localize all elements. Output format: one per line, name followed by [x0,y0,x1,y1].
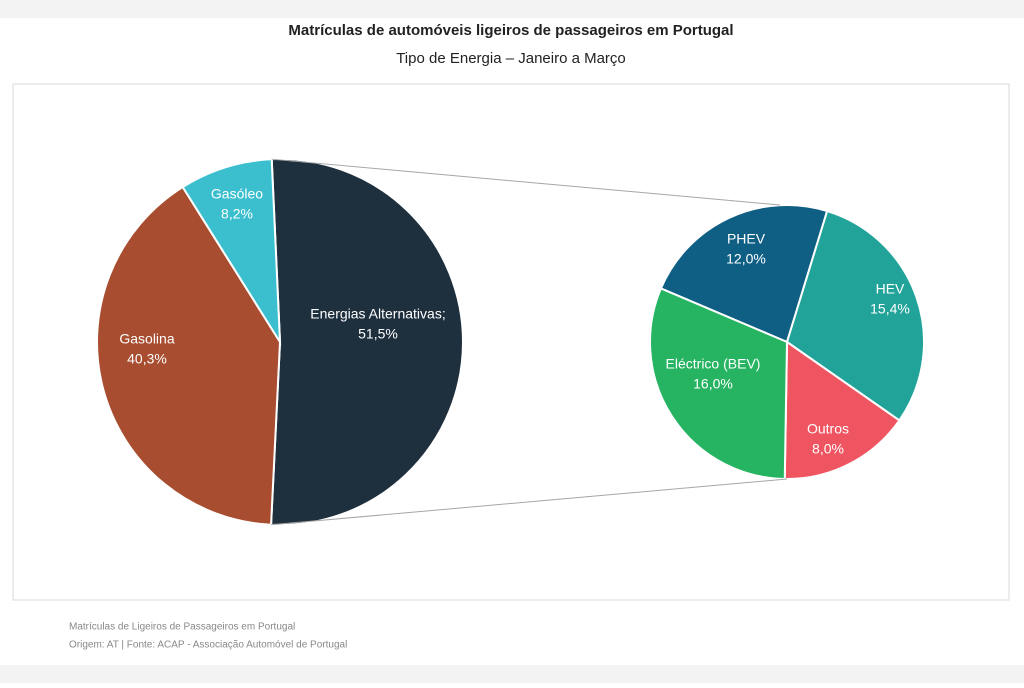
source-note: Matrículas de Ligeiros de Passageiros em… [69,622,295,633]
pie-slice [783,340,901,480]
chart-subtitle: Tipo de Energia – Janeiro a Março [396,50,626,67]
bottom-band [0,665,1024,683]
slice-value-label: 40,3% [127,351,167,367]
slice-category-label: PHEV [727,231,766,247]
slice-value-label: 16,0% [693,376,733,392]
slice-value-label: 15,4% [870,301,910,317]
slice-category-label: Eléctrico (BEV) [666,356,761,372]
slice-category-label: Gasolina [119,331,174,347]
chart-title: Matrículas de automóveis ligeiros de pas… [288,22,733,39]
slice-value-label: 12,0% [726,251,766,267]
pie-slice [181,158,282,346]
slice-value-label: 8,0% [812,441,844,457]
slice-category-label: HEV [876,281,905,297]
connector-line [271,158,781,206]
pie-slice [659,204,829,344]
pie-slice [270,158,464,526]
pie-slice [785,209,925,422]
pie-slice [649,287,789,480]
source-note: Origem: AT | Fonte: ACAP - Associação Au… [69,640,347,651]
connector-line [271,478,788,526]
slice-category-label: Gasóleo [211,186,263,202]
top-band [0,0,1024,18]
slice-value-label: 51,5% [358,326,398,342]
plot-frame [12,83,1010,601]
pie-slice [96,185,282,526]
slice-value-label: 8,2% [221,206,253,222]
slice-category-label: Outros [807,421,849,437]
slice-category-label: Energias Alternativas; [310,306,445,322]
